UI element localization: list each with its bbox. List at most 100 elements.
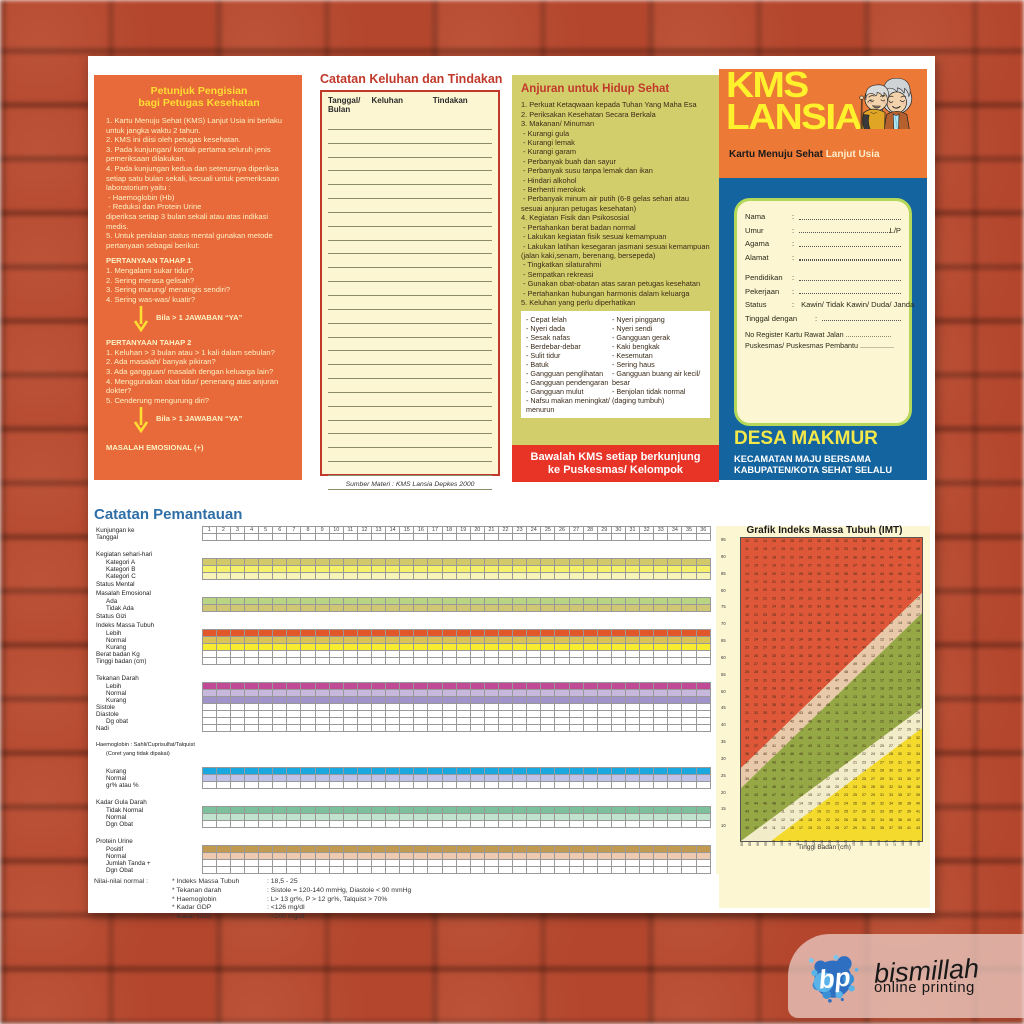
svg-text:33: 33	[790, 646, 794, 650]
svg-text:11: 11	[817, 744, 821, 748]
svg-text:48: 48	[781, 785, 785, 789]
svg-text:40: 40	[754, 769, 758, 773]
svg-text:25: 25	[754, 646, 758, 650]
svg-text:31: 31	[790, 629, 794, 633]
svg-text:35: 35	[880, 826, 884, 830]
svg-text:27: 27	[880, 760, 884, 764]
svg-text:29: 29	[799, 596, 803, 600]
svg-text:21: 21	[880, 711, 884, 715]
svg-text:48: 48	[826, 703, 830, 707]
svg-text:32: 32	[835, 555, 839, 559]
svg-text:35: 35	[835, 580, 839, 584]
svg-text:23: 23	[781, 580, 785, 584]
svg-text:45: 45	[808, 711, 812, 715]
svg-text:20: 20	[898, 670, 902, 674]
svg-text:34: 34	[916, 752, 920, 756]
svg-text:41: 41	[763, 760, 767, 764]
svg-text:48: 48	[817, 719, 821, 723]
svg-text:16: 16	[826, 769, 830, 773]
svg-text:12: 12	[826, 736, 830, 740]
svg-text:45: 45	[898, 547, 902, 551]
svg-text:20: 20	[871, 719, 875, 723]
svg-text:28: 28	[889, 752, 893, 756]
svg-text:17: 17	[799, 826, 803, 830]
svg-text:26: 26	[745, 670, 749, 674]
svg-text:27: 27	[745, 678, 749, 682]
svg-text:30: 30	[916, 719, 920, 723]
svg-text:45: 45	[889, 564, 893, 568]
svg-text:13: 13	[898, 613, 902, 617]
svg-text:29: 29	[880, 777, 884, 781]
svg-text:31: 31	[907, 744, 911, 748]
svg-text:16: 16	[853, 719, 857, 723]
svg-text:44: 44	[862, 605, 866, 609]
svg-text:43: 43	[763, 777, 767, 781]
svg-text:48: 48	[898, 572, 902, 576]
svg-text:36: 36	[916, 769, 920, 773]
svg-text:35: 35	[745, 744, 749, 748]
svg-text:37: 37	[745, 760, 749, 764]
svg-text:32: 32	[808, 605, 812, 609]
svg-text:49: 49	[826, 711, 830, 715]
svg-text:22: 22	[763, 605, 767, 609]
svg-text:20: 20	[889, 687, 893, 691]
svg-text:31: 31	[799, 613, 803, 617]
svg-text:10: 10	[871, 637, 875, 641]
svg-text:41: 41	[745, 793, 749, 797]
svg-text:22: 22	[907, 670, 911, 674]
svg-text:34: 34	[853, 539, 857, 543]
svg-text:28: 28	[898, 736, 902, 740]
svg-text:12: 12	[844, 703, 848, 707]
svg-text:32: 32	[745, 719, 749, 723]
svg-text:33: 33	[898, 777, 902, 781]
svg-text:22: 22	[790, 555, 794, 559]
svg-text:26: 26	[853, 801, 857, 805]
svg-text:45: 45	[826, 678, 830, 682]
svg-text:30: 30	[880, 785, 884, 789]
svg-text:15: 15	[826, 760, 830, 764]
svg-text:15: 15	[889, 646, 893, 650]
svg-text:15: 15	[916, 596, 920, 600]
svg-text:29: 29	[817, 564, 821, 568]
svg-text:26: 26	[871, 769, 875, 773]
svg-text:29: 29	[763, 662, 767, 666]
svg-text:33: 33	[754, 711, 758, 715]
svg-text:33: 33	[916, 744, 920, 748]
svg-text:42: 42	[871, 572, 875, 576]
svg-text:43: 43	[871, 580, 875, 584]
svg-text:25: 25	[790, 580, 794, 584]
svg-text:35: 35	[781, 678, 785, 682]
svg-text:36: 36	[808, 637, 812, 641]
svg-text:24: 24	[790, 572, 794, 576]
svg-text:47: 47	[871, 613, 875, 617]
svg-text:37: 37	[790, 678, 794, 682]
svg-text:36: 36	[799, 654, 803, 658]
svg-text:44: 44	[799, 719, 803, 723]
svg-text:11: 11	[745, 547, 749, 551]
svg-text:11: 11	[835, 711, 839, 715]
svg-text:33: 33	[835, 564, 839, 568]
svg-text:37: 37	[835, 596, 839, 600]
svg-text:19: 19	[772, 564, 776, 568]
svg-text:13: 13	[844, 711, 848, 715]
svg-text:47: 47	[817, 711, 821, 715]
svg-text:32: 32	[889, 785, 893, 789]
svg-text:26: 26	[817, 539, 821, 543]
svg-text:12: 12	[916, 572, 920, 576]
svg-text:44: 44	[853, 621, 857, 625]
svg-text:41: 41	[835, 629, 839, 633]
svg-text:13: 13	[745, 564, 749, 568]
svg-text:39: 39	[790, 695, 794, 699]
svg-text:18: 18	[781, 539, 785, 543]
svg-text:19: 19	[853, 744, 857, 748]
svg-text:22: 22	[871, 736, 875, 740]
svg-text:23: 23	[826, 826, 830, 830]
svg-text:27: 27	[889, 744, 893, 748]
svg-text:28: 28	[745, 687, 749, 691]
svg-text:20: 20	[916, 637, 920, 641]
svg-text:12: 12	[817, 752, 821, 756]
svg-text:27: 27	[763, 646, 767, 650]
svg-text:15: 15	[790, 826, 794, 830]
svg-text:14: 14	[880, 654, 884, 658]
svg-text:24: 24	[898, 703, 902, 707]
